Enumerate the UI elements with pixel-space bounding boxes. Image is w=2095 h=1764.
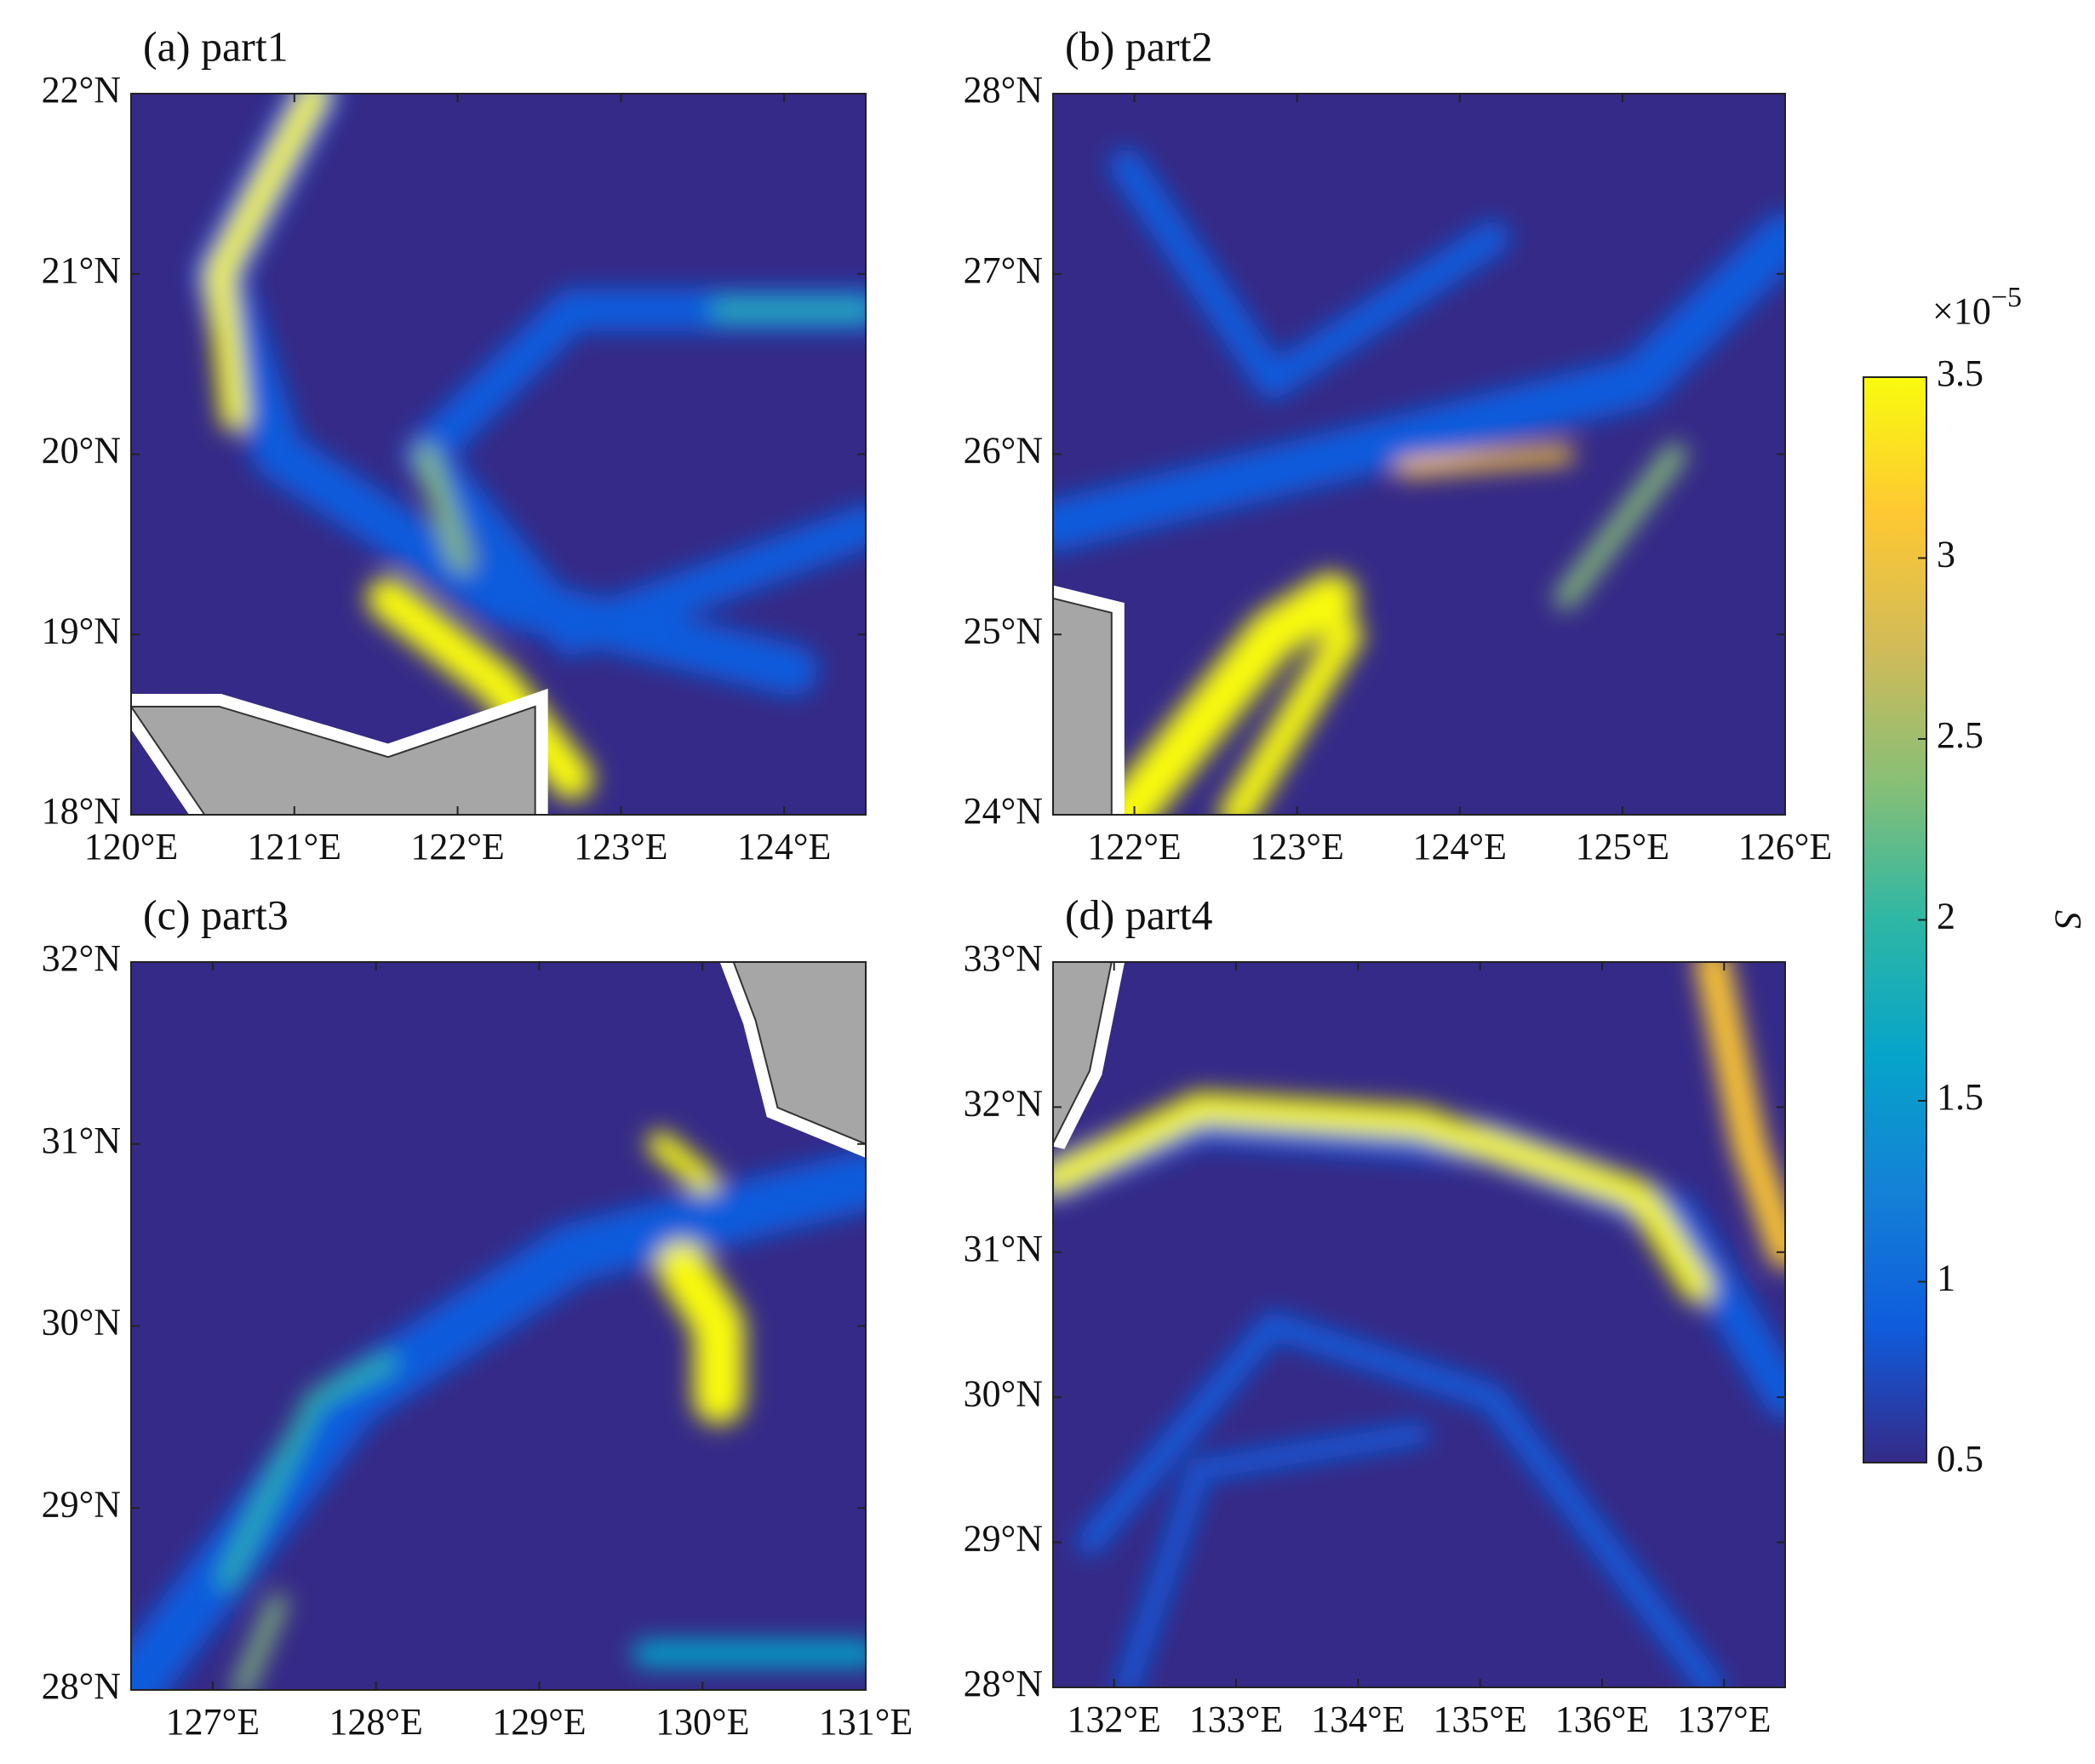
y-tick-label: 29°N <box>42 1483 121 1525</box>
field-feature <box>656 1242 745 1424</box>
land <box>1053 597 1113 815</box>
field-feature <box>206 94 328 432</box>
x-tick-label: 126°E <box>1738 826 1832 868</box>
x-tick-label: 124°E <box>737 826 831 868</box>
field-feature <box>1219 617 1363 815</box>
colorbar-tick-label: 1 <box>1937 1257 1955 1299</box>
x-tick-label: 124°E <box>1413 826 1507 868</box>
land <box>732 962 866 1145</box>
field-feature <box>1109 148 1509 399</box>
y-tick-label: 27°N <box>964 249 1043 291</box>
colorbar-tick-label: 2 <box>1937 896 1955 937</box>
y-tick-label: 26°N <box>964 430 1043 472</box>
x-tick-label: 134°E <box>1311 1698 1405 1740</box>
x-tick-label: 122°E <box>1087 826 1181 868</box>
x-tick-label: 130°E <box>655 1701 749 1743</box>
field-feature <box>1101 572 1357 815</box>
y-tick-label: 20°N <box>42 430 121 472</box>
colorbar-tick-label: 3.5 <box>1937 352 1983 394</box>
panel-title: (c) part3 <box>143 891 289 938</box>
x-tick-label: 133°E <box>1189 1698 1283 1740</box>
panel-title: (a) part1 <box>143 22 289 70</box>
panel-title: (b) part2 <box>1065 22 1213 70</box>
multiplier-exponent: −5 <box>1991 282 2022 313</box>
colorbar-tick-label: 3 <box>1937 534 1955 576</box>
y-tick-label: 32°N <box>964 1082 1043 1124</box>
x-tick-label: 132°E <box>1067 1698 1160 1740</box>
field-feature <box>647 1131 718 1194</box>
y-tick-label: 31°N <box>42 1120 121 1161</box>
field-feature <box>1695 962 1785 1269</box>
x-tick-label: 136°E <box>1555 1698 1649 1740</box>
colorbar-label: S <box>2047 910 2089 929</box>
field-feature <box>1115 1423 1430 1687</box>
field-features <box>131 1131 866 1690</box>
heatmap-field <box>1053 94 1785 815</box>
colorbar <box>1863 376 1927 1463</box>
x-tick-label: 120°E <box>84 826 178 868</box>
field-feature <box>232 1594 287 1690</box>
field-feature <box>1395 445 1574 478</box>
y-tick-label: 28°N <box>42 1665 121 1707</box>
y-tick-label: 18°N <box>42 790 121 832</box>
y-tick-label: 24°N <box>964 790 1043 832</box>
heatmap-field <box>131 94 866 815</box>
field-feature <box>1053 1091 1713 1303</box>
y-tick-label: 31°N <box>964 1228 1043 1269</box>
x-tick-label: 125°E <box>1576 826 1669 868</box>
y-tick-label: 33°N <box>964 937 1043 979</box>
y-tick-label: 25°N <box>964 610 1043 651</box>
x-tick-label: 123°E <box>1250 826 1343 868</box>
colorbar-tick-label: 2.5 <box>1937 714 1983 756</box>
colorbar-tick-label: 0.5 <box>1937 1438 1983 1480</box>
x-tick-label: 121°E <box>248 826 341 868</box>
y-tick-label: 32°N <box>42 937 121 979</box>
y-tick-label: 22°N <box>42 69 121 111</box>
y-tick-label: 30°N <box>42 1302 121 1343</box>
y-tick-label: 28°N <box>964 1663 1043 1704</box>
field-feature <box>414 444 472 574</box>
x-tick-label: 135°E <box>1433 1698 1526 1740</box>
field-features <box>1053 148 1785 815</box>
x-tick-label: 127°E <box>166 1701 260 1743</box>
y-tick-label: 28°N <box>964 69 1043 111</box>
colorbar-tick-label: 1.5 <box>1937 1076 1983 1118</box>
field-feature <box>218 1354 398 1589</box>
x-tick-label: 128°E <box>329 1701 422 1743</box>
y-tick-label: 30°N <box>964 1372 1043 1414</box>
y-tick-label: 21°N <box>42 249 121 291</box>
x-tick-label: 131°E <box>819 1701 913 1743</box>
multiplier-base: ×10 <box>1932 290 1991 332</box>
x-tick-label: 122°E <box>410 826 504 868</box>
colorbar-multiplier: ×10−5 <box>1932 282 2022 332</box>
heatmap-field <box>1053 962 1785 1687</box>
x-tick-label: 137°E <box>1677 1698 1771 1740</box>
field-feature <box>1053 212 1785 553</box>
field-feature <box>1077 1312 1725 1687</box>
heatmap-field <box>131 962 866 1690</box>
x-tick-label: 129°E <box>492 1701 586 1743</box>
axes-frame <box>1052 961 1786 1688</box>
x-tick-label: 123°E <box>574 826 667 868</box>
panel-title: (d) part4 <box>1065 891 1213 938</box>
field-features <box>1053 962 1785 1687</box>
field-feature <box>1554 444 1686 610</box>
y-tick-label: 29°N <box>964 1518 1043 1560</box>
land <box>131 705 536 815</box>
land <box>1053 962 1113 1144</box>
y-tick-label: 19°N <box>42 610 121 651</box>
